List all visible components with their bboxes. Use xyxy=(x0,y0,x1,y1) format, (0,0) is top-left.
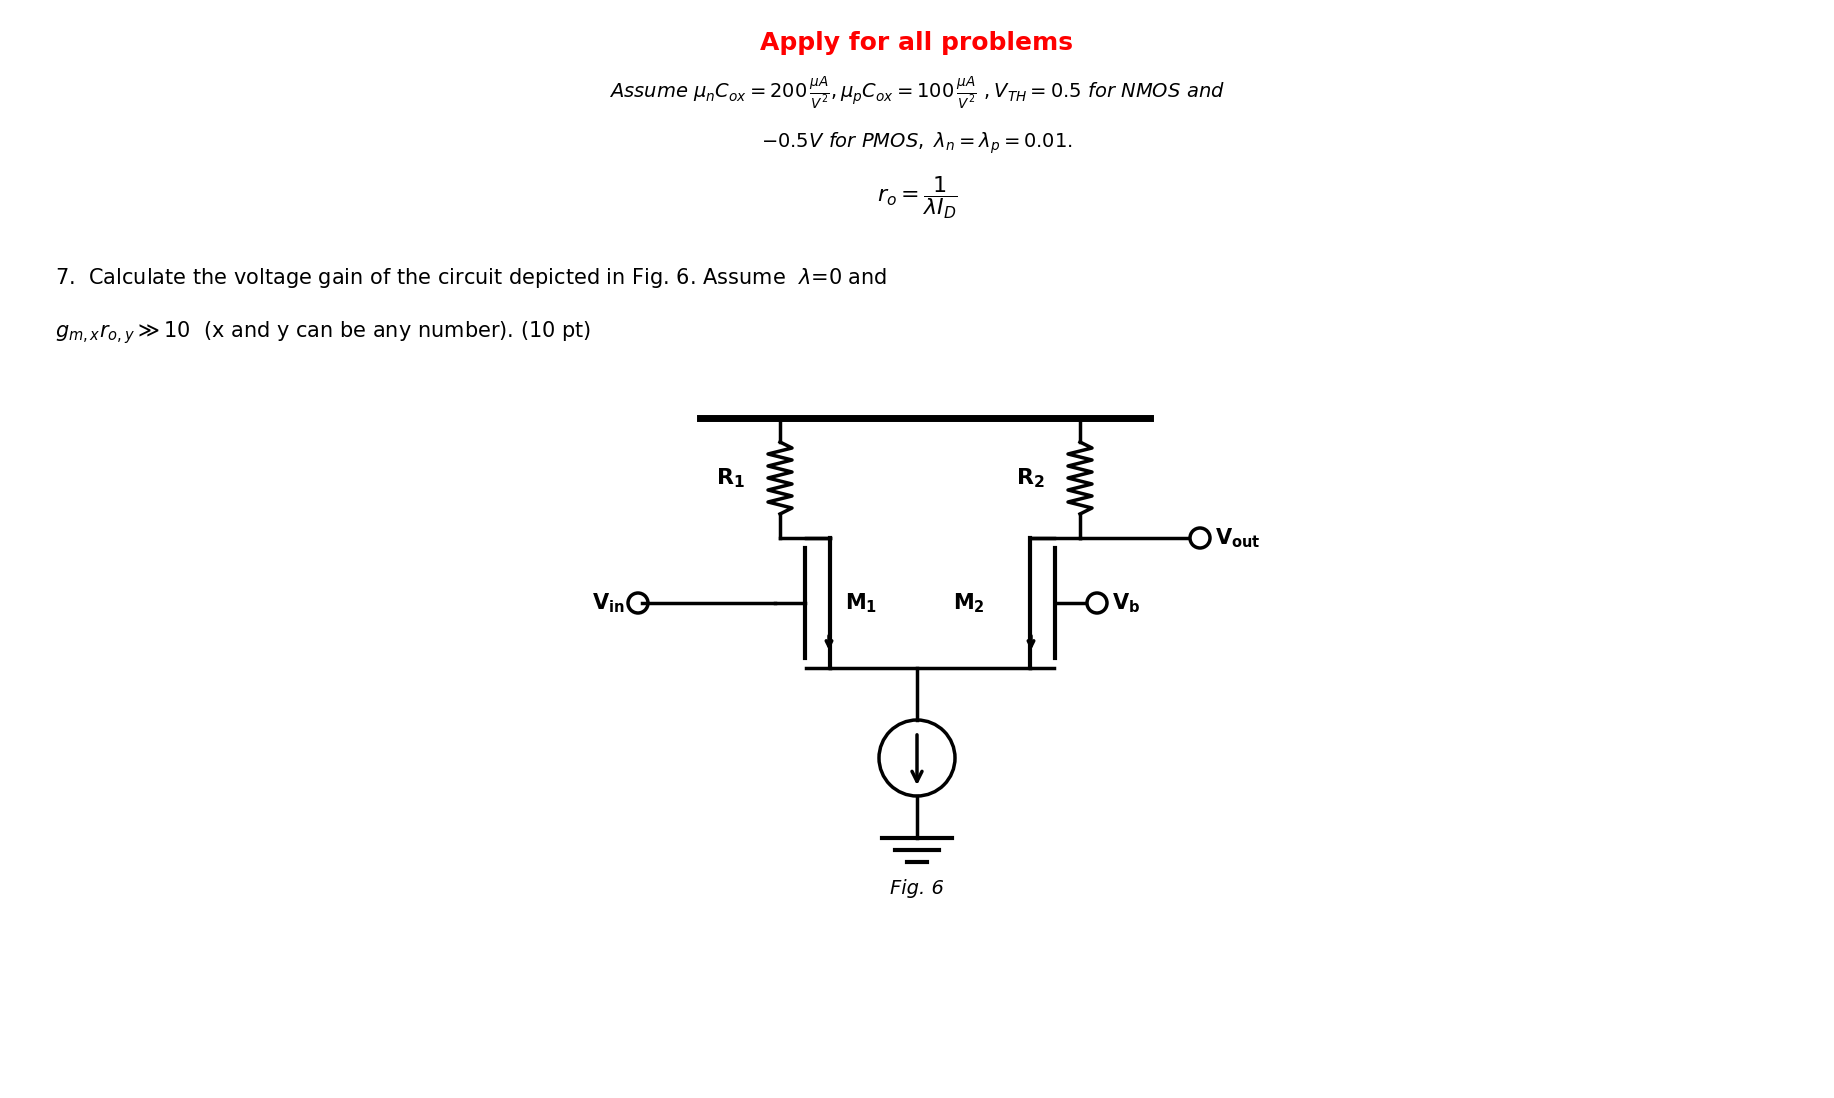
Text: $-0.5V\ \mathit{for\ PMOS},\ \lambda_n = \lambda_p = 0.01.$: $-0.5V\ \mathit{for\ PMOS},\ \lambda_n =… xyxy=(761,131,1073,156)
Text: $\mathbf{R_1}$: $\mathbf{R_1}$ xyxy=(715,467,745,490)
Text: $\mathbf{M_2}$: $\mathbf{M_2}$ xyxy=(954,591,985,615)
Text: Fig. 6: Fig. 6 xyxy=(889,878,945,897)
Text: Apply for all problems: Apply for all problems xyxy=(761,31,1073,55)
Text: $r_o = \dfrac{1}{\lambda I_D}$: $r_o = \dfrac{1}{\lambda I_D}$ xyxy=(877,175,957,222)
Text: $\mathbf{R_2}$: $\mathbf{R_2}$ xyxy=(1016,467,1045,490)
Text: $g_{m,x}r_{o,y} \gg 10$  (x and y can be any number). (10 pt): $g_{m,x}r_{o,y} \gg 10$ (x and y can be … xyxy=(55,320,591,346)
Text: $\mathbf{M_1}$: $\mathbf{M_1}$ xyxy=(845,591,877,615)
Text: $\mathbf{V_{out}}$: $\mathbf{V_{out}}$ xyxy=(1214,526,1260,550)
Text: $\mathbf{V_b}$: $\mathbf{V_b}$ xyxy=(1111,591,1141,615)
Text: $\mathbf{V_{in}}$: $\mathbf{V_{in}}$ xyxy=(592,591,625,615)
Text: 7.  Calculate the voltage gain of the circuit depicted in Fig. 6. Assume  $\lamb: 7. Calculate the voltage gain of the cir… xyxy=(55,266,888,290)
Text: $\mathit{Assume}\ \mu_n C_{ox} = 200\,\frac{\mu A}{V^2},\mu_p C_{ox} = 100\,\fra: $\mathit{Assume}\ \mu_n C_{ox} = 200\,\f… xyxy=(609,76,1225,111)
